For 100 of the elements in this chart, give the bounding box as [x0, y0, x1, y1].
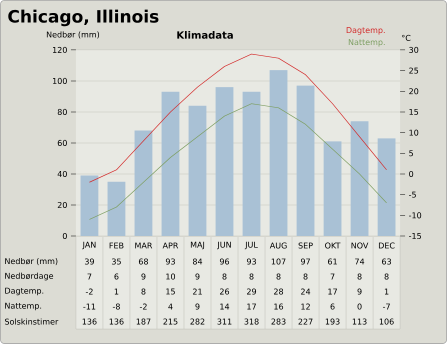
data-label: 26 — [220, 288, 230, 295]
data-label: 97 — [300, 258, 310, 265]
y2-tick-label: 25 — [409, 68, 418, 74]
data-label: 12 — [301, 304, 310, 310]
y2-tick-label: 10 — [409, 130, 418, 136]
y-tick-label: 60 — [58, 140, 67, 146]
data-label: 61 — [328, 258, 337, 265]
data-label: 29 — [247, 288, 256, 295]
data-label: 15 — [166, 288, 175, 295]
y2-tick-label: 15 — [409, 108, 418, 115]
text: 318 — [244, 318, 259, 325]
data-label: 28 — [274, 288, 284, 295]
text: 282 — [190, 318, 204, 325]
text: Dagtemp. — [346, 27, 385, 35]
data-label: 74 — [355, 258, 364, 264]
text: 8 — [250, 274, 254, 280]
text: 106 — [380, 318, 394, 325]
text: 8 — [384, 274, 389, 280]
data-label: 21 — [192, 288, 202, 295]
x-tick-label: MAJ — [190, 242, 204, 250]
text: 136 — [82, 318, 97, 325]
chart-title: Chicago, Illinois — [8, 10, 158, 26]
bar — [242, 92, 260, 236]
text: 8 — [222, 274, 227, 280]
data-label: 35 — [112, 258, 121, 265]
data-label: 0 — [358, 304, 362, 310]
x-tick-label: APR — [162, 242, 178, 248]
y2-tick-label: -15 — [409, 233, 421, 239]
data-label: 17 — [247, 304, 256, 310]
x-tick-label: SEP — [298, 242, 313, 249]
x-tick-label: NOV — [352, 242, 368, 249]
text: 7 — [88, 274, 92, 280]
y2-tick-label: 0 — [409, 170, 414, 178]
data-label: 63 — [382, 258, 392, 265]
y-axis-title: Nedbør (mm) — [46, 31, 100, 38]
y2-tick-label: 20 — [409, 88, 418, 94]
data-label: 1 — [114, 288, 118, 294]
data-label: 39 — [84, 258, 94, 265]
text: 8 — [304, 274, 308, 280]
text: 187 — [136, 318, 150, 325]
text: 215 — [163, 318, 178, 325]
data-label: 8 — [141, 288, 146, 295]
data-label: 93 — [246, 258, 256, 265]
data-label: -7 — [382, 304, 390, 310]
x-tick-label: JAN — [82, 242, 96, 250]
data-label: 24 — [301, 288, 310, 295]
data-label: -8 — [112, 304, 120, 310]
chart-subtitle: Klimadata — [177, 31, 233, 39]
bar — [162, 92, 180, 236]
text: 283 — [271, 318, 286, 325]
y-tick-label: 120 — [53, 46, 67, 53]
text: Nedbørdage — [5, 272, 54, 280]
text: 10 — [166, 274, 176, 280]
bar — [134, 130, 152, 236]
bar — [378, 138, 396, 236]
text: 311 — [217, 318, 232, 325]
text: 136 — [110, 318, 124, 325]
data-label: 107 — [272, 258, 286, 265]
bar — [108, 182, 126, 236]
x-tick-label: FEB — [110, 242, 124, 248]
data-label: 1 — [384, 288, 388, 294]
text: Nedbør (mm) — [5, 258, 58, 266]
x-tick-label: JUN — [216, 242, 231, 250]
text: 8 — [276, 274, 281, 280]
text: 9 — [141, 274, 146, 280]
text: 8 — [358, 274, 362, 280]
bar — [188, 106, 206, 236]
data-label: 17 — [328, 288, 337, 294]
data-label: 4 — [168, 304, 173, 310]
bar — [324, 141, 342, 236]
y-tick-label: 20 — [58, 202, 67, 208]
x-tick-label: OKT — [325, 242, 340, 249]
data-label: 6 — [330, 304, 335, 310]
bar — [270, 70, 288, 236]
x-tick-label: JUL — [244, 242, 258, 250]
data-label: 16 — [274, 304, 284, 310]
text: 6 — [114, 274, 118, 280]
x-tick-label: AUG — [270, 242, 287, 249]
y2-tick-label: -10 — [409, 212, 422, 218]
bar — [296, 86, 314, 236]
text: 113 — [352, 318, 367, 325]
y-tick-label: 40 — [58, 170, 67, 178]
text: Dagtemp. — [5, 288, 44, 296]
y-tick-label: 100 — [53, 78, 67, 84]
text: Nattemp. — [348, 39, 385, 47]
y2-tick-label: 5 — [409, 150, 414, 156]
text: 227 — [298, 318, 312, 325]
data-label: 93 — [166, 258, 175, 265]
y-tick-label: 0 — [62, 232, 67, 240]
line-series — [89, 54, 387, 183]
text: Solskinstimer — [4, 318, 58, 325]
data-label: -11 — [83, 304, 96, 310]
data-label: 14 — [220, 304, 230, 310]
y-tick-label: 80 — [58, 108, 67, 115]
bar — [350, 121, 368, 236]
y2-tick-label: -5 — [409, 192, 416, 198]
y2-tick-label: 30 — [409, 46, 418, 53]
data-label: 9 — [358, 288, 362, 295]
bar — [216, 87, 234, 236]
text: 7 — [330, 274, 334, 280]
